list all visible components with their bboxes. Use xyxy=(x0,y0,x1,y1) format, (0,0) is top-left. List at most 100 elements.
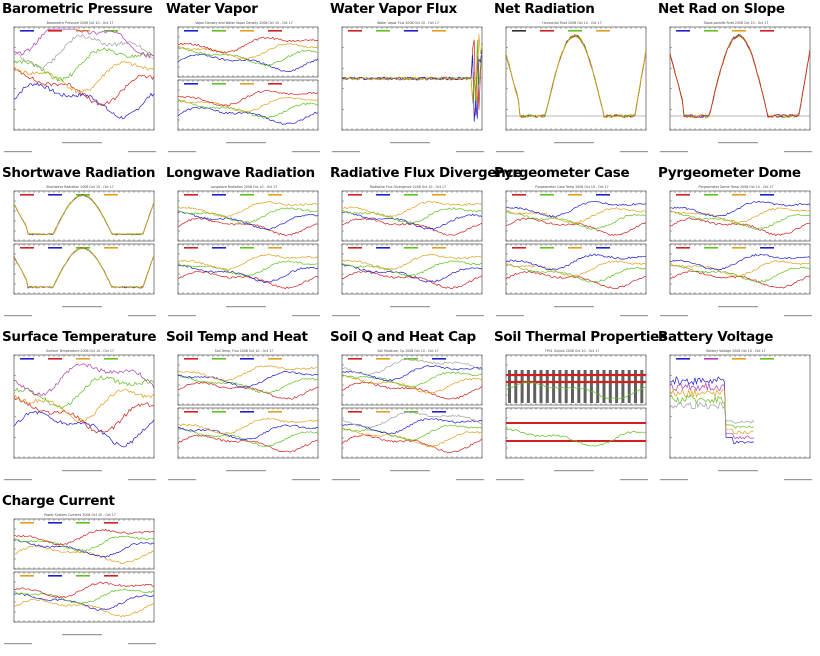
water-vapor-chart[interactable]: Vapor Density and Water Vapor Density 20… xyxy=(166,18,322,158)
bar-mark xyxy=(596,370,600,403)
lower-plot-frame xyxy=(13,243,155,295)
series-line xyxy=(13,535,155,552)
legend-swatch xyxy=(568,30,582,32)
footer-note xyxy=(496,479,524,481)
net-radiation-chart[interactable]: Horizontal Rnet 2008 Oct 10 - Oct 17 xyxy=(494,18,650,158)
series-line xyxy=(177,371,319,388)
plot-panel[interactable]: Longwave Radiation Longwave Radiation 200… xyxy=(164,164,328,328)
series-line xyxy=(13,588,155,605)
footer-note xyxy=(168,151,196,153)
bar-mark xyxy=(552,370,556,403)
plot-subtitle: Pyrgeometer Case Temp 2008 Oct 10 - Oct … xyxy=(535,185,608,189)
legend-swatch xyxy=(104,247,118,249)
series-line xyxy=(341,200,483,218)
footer-note xyxy=(168,479,196,481)
plot-subtitle: Shortwave Radiation 2008 Oct 10 - Oct 17 xyxy=(46,185,114,189)
plot-subtitle: Barometric Pressure 2008 Oct 10 - Oct 17 xyxy=(47,21,114,25)
upper-plot-frame xyxy=(341,354,483,406)
plot-frame xyxy=(669,354,811,459)
soil-moisture-chart[interactable]: Soil Moisture, Cp 2008 Oct 10 - Oct 17 xyxy=(330,346,486,486)
soil-temp-chart[interactable]: Soil Temp, Flux 2008 Oct 10 - Oct 17 xyxy=(166,346,322,486)
series-line xyxy=(505,33,647,119)
legend-swatch xyxy=(376,358,390,360)
series-line xyxy=(177,89,319,107)
series-line xyxy=(341,358,483,376)
series-line xyxy=(13,194,155,236)
footer-note xyxy=(292,479,320,481)
slope-radiation-chart[interactable]: Slope-parallel Rnet 2008 Oct 10 - Oct 17 xyxy=(658,18,814,158)
divergence-chart[interactable]: Radiative Flux Divergence 2008 Oct 10 - … xyxy=(330,182,486,322)
legend-swatch xyxy=(48,30,62,32)
legend-swatch xyxy=(268,194,282,196)
shortwave-chart[interactable]: Shortwave Radiation 2008 Oct 10 - Oct 17 xyxy=(2,182,158,322)
footer-note xyxy=(660,315,688,317)
legend-swatch xyxy=(184,30,198,32)
charge-current-chart[interactable]: Power System Currents 2008 Oct 10 - Oct … xyxy=(2,510,158,650)
plot-panel[interactable]: Pyrgeometer Dome Pyrgeometer Dome Temp 20… xyxy=(656,164,820,328)
legend-swatch xyxy=(704,30,718,32)
longwave-chart[interactable]: Longwave Radiation 2008 Oct 10 - Oct 17 xyxy=(166,182,322,322)
pyrgeometer-case-chart[interactable]: Pyrgeometer Case Temp 2008 Oct 10 - Oct … xyxy=(494,182,650,322)
pyrgeometer-dome-chart[interactable]: Pyrgeometer Dome Temp 2008 Oct 10 - Oct … xyxy=(658,182,814,322)
panel-title: Soil Temp and Heat xyxy=(166,329,308,345)
legend-swatch xyxy=(540,194,554,196)
series-line xyxy=(13,60,155,94)
plot-panel[interactable]: Soil Thermal Properties TP01 Output 2008 … xyxy=(492,328,667,492)
plot-panel[interactable]: Soil Temp and Heat Soil Temp, Flux 2008 O… xyxy=(164,328,328,492)
upper-plot-frame xyxy=(341,190,483,242)
legend-swatch xyxy=(184,194,198,196)
legend-swatch xyxy=(376,411,390,413)
legend-swatch xyxy=(568,194,582,196)
battery-chart[interactable]: Battery Voltage 2008 Oct 10 - Oct 17 xyxy=(658,346,814,486)
plot-panel[interactable]: Barometric Pressure Barometric Pressure 2… xyxy=(0,0,164,164)
legend-swatch xyxy=(104,522,118,524)
series-line xyxy=(13,410,155,448)
legend-swatch xyxy=(240,30,254,32)
series-line xyxy=(669,401,755,424)
plot-panel[interactable]: Water Vapor Flux Water Vapor Flux 2008 Oc… xyxy=(328,0,492,164)
plot-panel[interactable]: Net Rad on Slope Slope-parallel Rnet 2008… xyxy=(656,0,820,164)
legend-swatch xyxy=(596,247,610,249)
series-line xyxy=(341,411,483,428)
panel-title: Surface Temperature xyxy=(2,329,157,345)
plot-panel[interactable]: Pyrgeometer Case Pyrgeometer Case Temp 20… xyxy=(492,164,656,328)
soil-thermal-chart[interactable]: TP01 Output 2008 Oct 10 - Oct 17 xyxy=(494,346,650,486)
axis-caption xyxy=(390,470,430,472)
series-line xyxy=(505,260,647,277)
panel-title: Barometric Pressure xyxy=(2,1,153,17)
legend-swatch xyxy=(212,358,226,360)
bar-mark xyxy=(508,370,511,403)
series-line xyxy=(177,207,319,224)
plot-panel[interactable]: Shortwave Radiation Shortwave Radiation 2… xyxy=(0,164,164,328)
series-line xyxy=(177,96,319,113)
legend-swatch xyxy=(184,83,198,85)
legend-swatch xyxy=(184,358,198,360)
series-line xyxy=(13,539,155,558)
footer-note xyxy=(332,479,360,481)
flux-chart[interactable]: Water Vapor Flux 2008 Oct 10 - Oct 17 xyxy=(330,18,486,158)
plot-panel[interactable]: Battery Voltage Battery Voltage 2008 Oct … xyxy=(656,328,820,492)
plot-panel[interactable]: Radiative Flux Divergence Radiative Flux … xyxy=(328,164,522,328)
legend-swatch xyxy=(240,83,254,85)
legend-swatch xyxy=(76,522,90,524)
legend-swatch xyxy=(704,194,718,196)
barometer-chart[interactable]: Barometric Pressure 2008 Oct 10 - Oct 17 xyxy=(2,18,158,158)
axis-caption xyxy=(390,306,430,308)
plot-panel[interactable]: Net Radiation Horizontal Rnet 2008 Oct 10… xyxy=(492,0,656,164)
legend-swatch xyxy=(376,30,390,32)
bar-mark xyxy=(621,370,625,403)
plot-panel[interactable]: Charge Current Power System Currents 2008… xyxy=(0,492,164,656)
bar-mark xyxy=(577,370,581,403)
legend-swatch xyxy=(512,194,526,196)
series-line xyxy=(177,53,319,72)
plot-panel[interactable]: Water Vapor Vapor Density and Water Vapor… xyxy=(164,0,328,164)
bar-mark xyxy=(608,370,612,403)
plot-panel[interactable]: Surface Temperature Surface Temperature 2… xyxy=(0,328,164,492)
legend-swatch xyxy=(540,30,554,32)
surface-temp-chart[interactable]: Surface Temperature 2008 Oct 10 - Oct 17 xyxy=(2,346,158,486)
plot-panel[interactable]: Soil Q and Heat Cap Soil Moisture, Cp 200… xyxy=(328,328,492,492)
bar-mark xyxy=(526,370,530,403)
footer-note xyxy=(784,151,812,153)
legend-swatch xyxy=(104,575,118,577)
series-line xyxy=(669,34,811,118)
